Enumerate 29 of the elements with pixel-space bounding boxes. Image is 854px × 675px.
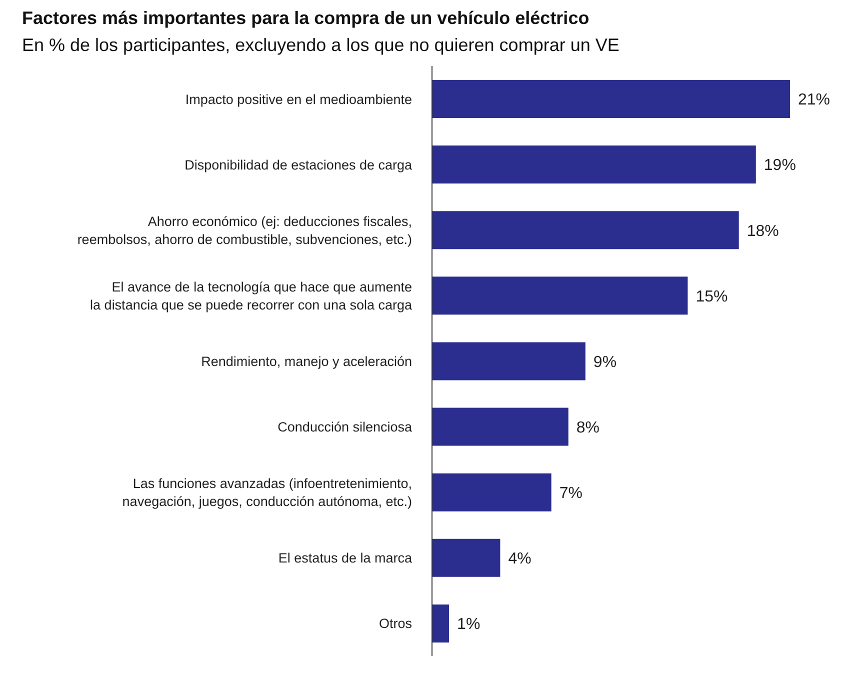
bar (432, 538, 500, 577)
data-label: 18% (746, 222, 779, 240)
bar (432, 146, 756, 184)
data-label: 8% (576, 419, 600, 436)
y-tick-label: Ahorro económico (ej: deducciones fiscales, reembolsos, ahorro de combustible, subvenciones, etc.) (77, 214, 412, 247)
y-tick-label: Impacto positive en el medioambiente (185, 92, 412, 107)
y-tick-label: Conducción silenciosa (278, 420, 412, 435)
chart-title: Factores más importantes para la compra de un vehículo eléctrico (22, 8, 590, 29)
data-label: 7% (559, 485, 582, 502)
bar (432, 473, 552, 512)
y-tick-label: Disponibilidad de estaciones de carga (184, 157, 412, 172)
data-label: 21% (798, 92, 830, 109)
y-tick-label: Otros (378, 616, 412, 632)
bar (432, 211, 739, 250)
data-label: 4% (508, 550, 532, 568)
y-tick-label: Rendimiento, manejo y aceleración (201, 354, 412, 369)
y-tick-label: El avance de la tecnología que hace que aumente la distancia que se puede recorrer con una sola carga (90, 279, 412, 312)
data-label: 9% (593, 354, 617, 371)
bar (432, 408, 568, 446)
bar (432, 80, 790, 118)
data-label: 1% (457, 616, 480, 634)
bar (432, 604, 450, 642)
bar (432, 276, 688, 315)
y-tick-label: Las funciones avanzadas (infoentretenimiento, navegación, juegos, conducción autónoma, etc.) (122, 476, 412, 510)
chart-subtitle: En % de los participantes, excluyendo a los que no quieren comprar un VE (22, 35, 620, 56)
data-label: 15% (696, 288, 728, 306)
data-label: 19% (764, 157, 796, 174)
bar (432, 342, 586, 380)
y-tick-label: El estatus de la marca (278, 550, 412, 566)
